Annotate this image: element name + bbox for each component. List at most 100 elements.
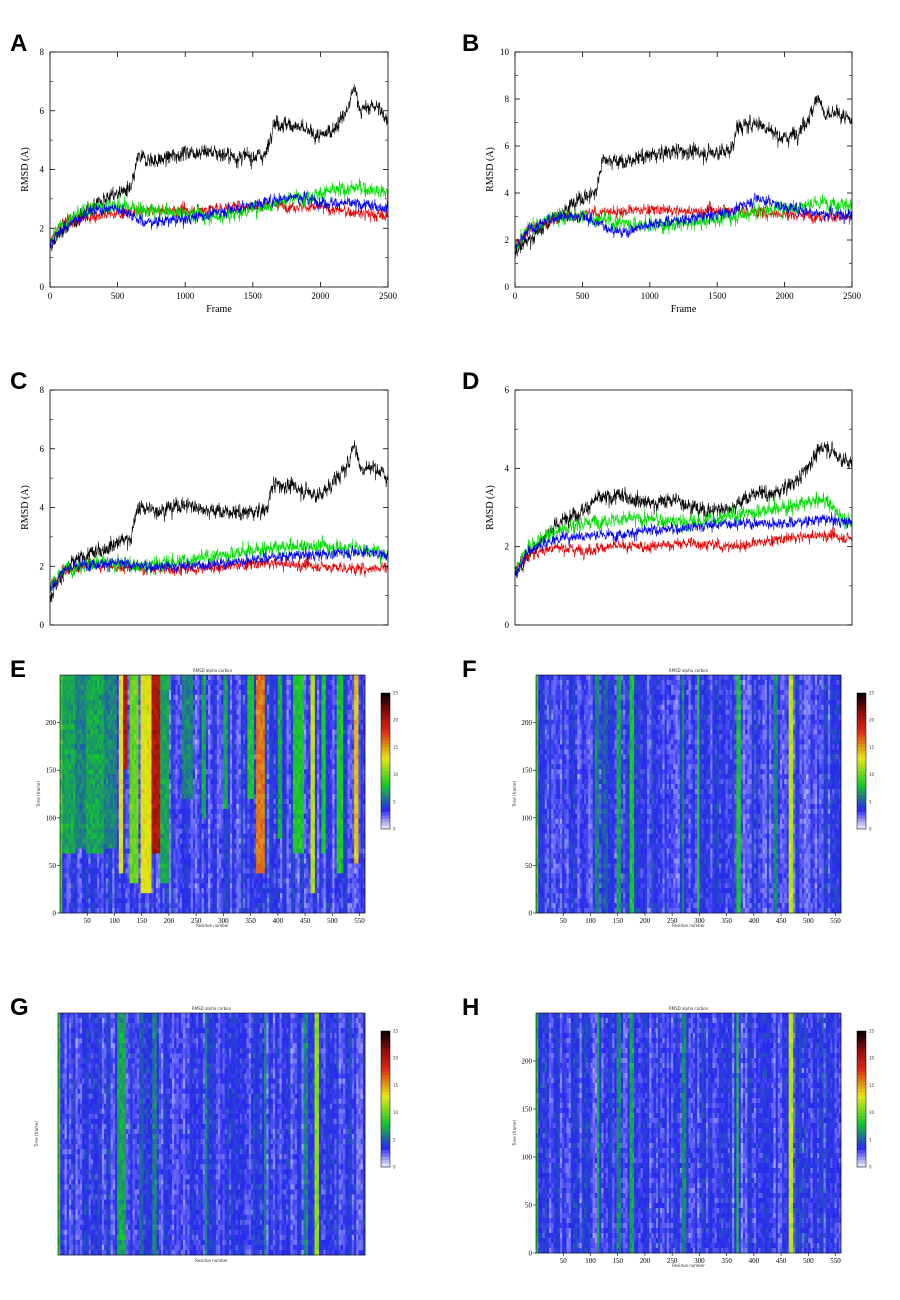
heatmap-cell [239, 799, 241, 804]
heatmap-cell [95, 749, 97, 754]
heatmap-cell [250, 804, 252, 809]
heatmap-cell [232, 784, 234, 789]
heatmap-cell [114, 883, 116, 888]
heatmap-cell [189, 878, 191, 883]
heatmap-cell [156, 680, 158, 685]
heatmap-cell [193, 705, 195, 710]
heatmap-cell [158, 744, 160, 749]
heatmap-cell [274, 839, 276, 844]
heatmap-cell [228, 849, 230, 854]
heatmap-cell [178, 824, 180, 829]
heatmap-cell [136, 789, 138, 794]
heatmap-cell [191, 739, 193, 744]
heatmap-cell [60, 829, 62, 834]
heatmap-cell [230, 680, 232, 685]
heatmap-cell [71, 764, 73, 769]
heatmap-cell [162, 715, 164, 720]
heatmap-cell [169, 769, 171, 774]
heatmap-cell [263, 858, 265, 863]
heatmap-cell [206, 690, 208, 695]
heatmap-cell [132, 730, 134, 735]
heatmap-cell [265, 834, 267, 839]
heatmap-cell [117, 695, 119, 700]
heatmap-cell [134, 849, 136, 854]
heatmap-cell [213, 764, 215, 769]
heatmap-cell [158, 749, 160, 754]
heatmap-cell [104, 685, 106, 690]
heatmap-cell [67, 794, 69, 799]
heatmap-cell [156, 868, 158, 873]
heatmap-cell [208, 735, 210, 740]
heatmap-cell [91, 799, 93, 804]
heatmap-cell [221, 839, 223, 844]
heatmap-cell [123, 779, 125, 784]
heatmap-cell [101, 878, 103, 883]
heatmap-cell [243, 789, 245, 794]
heatmap-cell [215, 700, 217, 705]
heatmap-cell [184, 819, 186, 824]
heatmap-cell [178, 784, 180, 789]
heatmap-cell [267, 759, 269, 764]
heatmap-cell [158, 854, 160, 859]
heatmap-cell [247, 908, 249, 913]
heatmap-cell [219, 735, 221, 740]
heatmap-cell [138, 849, 140, 854]
heatmap-cell [247, 854, 249, 859]
heatmap-cell [64, 789, 66, 794]
heatmap-cell [182, 804, 184, 809]
heatmap-cell [199, 779, 201, 784]
heatmap-cell [265, 849, 267, 854]
heatmap-cell [202, 794, 204, 799]
heatmap-cell [67, 725, 69, 730]
heatmap-cell [93, 730, 95, 735]
heatmap-cell [189, 754, 191, 759]
heatmap-cell [228, 799, 230, 804]
heatmap-cell [269, 784, 271, 789]
heatmap-cell [210, 814, 212, 819]
heatmap-cell [182, 675, 184, 680]
heatmap-cell [213, 720, 215, 725]
heatmap-cell [278, 720, 280, 725]
heatmap-cell [271, 878, 273, 883]
heatmap-cell [256, 720, 258, 725]
heatmap-cell [108, 863, 110, 868]
heatmap-cell [154, 730, 156, 735]
heatmap-cell [117, 710, 119, 715]
heatmap-cell [178, 779, 180, 784]
heatmap-cell [180, 749, 182, 754]
heatmap-cell [193, 685, 195, 690]
heatmap-cell [73, 854, 75, 859]
heatmap-cell [128, 893, 130, 898]
heatmap-cell [276, 868, 278, 873]
heatmap-cell [75, 764, 77, 769]
heatmap-cell [165, 685, 167, 690]
heatmap-cell [178, 774, 180, 779]
heatmap-cell [219, 829, 221, 834]
heatmap-cell [278, 735, 280, 740]
plot-frame-b [515, 52, 852, 287]
heatmap-cell [141, 863, 143, 868]
heatmap-cell [173, 710, 175, 715]
heatmap-cell [167, 878, 169, 883]
heatmap-cell [247, 675, 249, 680]
heatmap-cell [160, 754, 162, 759]
heatmap-cell [106, 769, 108, 774]
heatmap-cell [193, 893, 195, 898]
heatmap-cell [186, 784, 188, 789]
heatmap-cell [104, 844, 106, 849]
heatmap-cell [77, 705, 79, 710]
heatmap-cell [223, 675, 225, 680]
heatmap-cell [263, 700, 265, 705]
heatmap-cell [182, 754, 184, 759]
heatmap-cell [171, 680, 173, 685]
heatmap-cell [143, 819, 145, 824]
heatmap-cell [276, 695, 278, 700]
heatmap-cell [138, 839, 140, 844]
line-chart-c: 02468RMSD (A) [20, 385, 388, 630]
heatmap-cell [67, 858, 69, 863]
heatmap-cell [226, 754, 228, 759]
heatmap-cell [134, 804, 136, 809]
heatmap-cell [260, 893, 262, 898]
heatmap-cell [108, 809, 110, 814]
heatmap-cell [245, 794, 247, 799]
